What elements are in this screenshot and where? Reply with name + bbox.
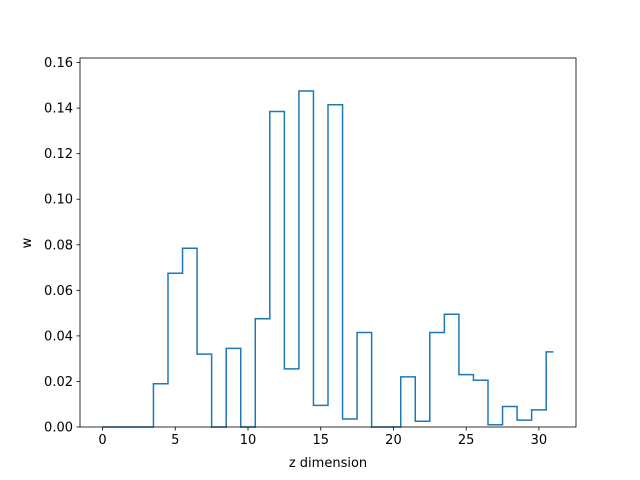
y-tick-label: 0.14 [44,102,73,117]
axes-frame [79,57,577,428]
x-tick-label: 30 [531,433,548,448]
x-tick-label: 20 [385,433,402,448]
y-tick-label: 0.16 [44,56,73,71]
x-tick-label: 5 [171,433,179,448]
y-tick-label: 0.10 [44,193,73,208]
y-tick-label: 0.06 [44,284,73,299]
y-tick-label: 0.04 [44,329,73,344]
x-axis-label: z dimension [289,456,367,471]
y-tick-label: 0.12 [44,147,73,162]
x-tick-label: 15 [312,433,329,448]
series-line-0 [102,90,554,428]
x-tick-label: 25 [458,433,475,448]
axes: 0 5 10 15 20 25 30 0.00 0.02 0.04 0.06 0.08 0.10 0.12… [44,56,577,448]
x-tick-label: 0 [98,433,106,448]
y-tick-label: 0.08 [44,238,73,253]
y-tick-label: 0.02 [44,375,73,390]
x-tick-label: 10 [240,433,257,448]
y-axis-label: w [20,237,35,248]
plot-area [102,90,554,428]
y-tick-label: 0.00 [44,421,73,436]
